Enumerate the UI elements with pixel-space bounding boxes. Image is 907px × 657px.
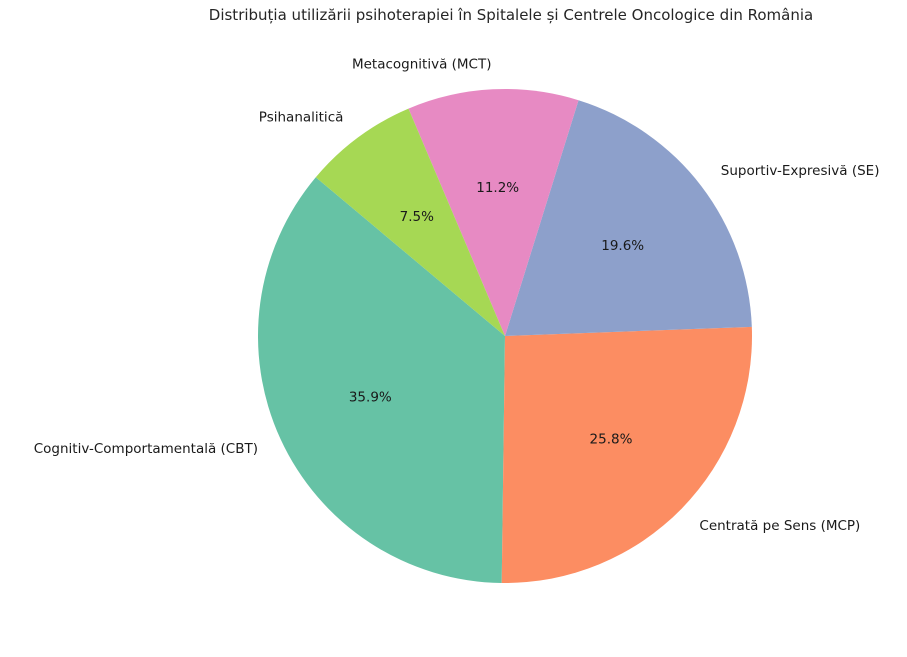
slice-label-mcp: Centrată pe Sens (MCP)	[699, 518, 860, 534]
slice-pct-psihanalitica: 7.5%	[400, 209, 434, 225]
slice-label-cbt: Cognitiv-Comportamentală (CBT)	[34, 441, 258, 457]
slice-label-se: Suportiv-Expresivă (SE)	[721, 163, 880, 179]
pie-slice-mcp	[501, 326, 752, 584]
slice-label-psihanalitica: Psihanalitică	[259, 110, 344, 126]
slice-pct-cbt: 35.9%	[349, 390, 392, 406]
slice-pct-mcp: 25.8%	[590, 432, 633, 448]
pie-slice-mct	[408, 89, 579, 337]
pie-slice-psihanalitica	[315, 108, 505, 336]
chart-title: Distribuția utilizării psihoterapiei în …	[208, 6, 814, 24]
pie-slice-cbt	[258, 177, 505, 583]
slice-pct-mct: 11.2%	[476, 180, 519, 196]
slice-label-mct: Metacognitivă (MCT)	[352, 57, 492, 73]
pie-slice-se	[505, 100, 752, 336]
slice-pct-se: 19.6%	[601, 238, 644, 254]
